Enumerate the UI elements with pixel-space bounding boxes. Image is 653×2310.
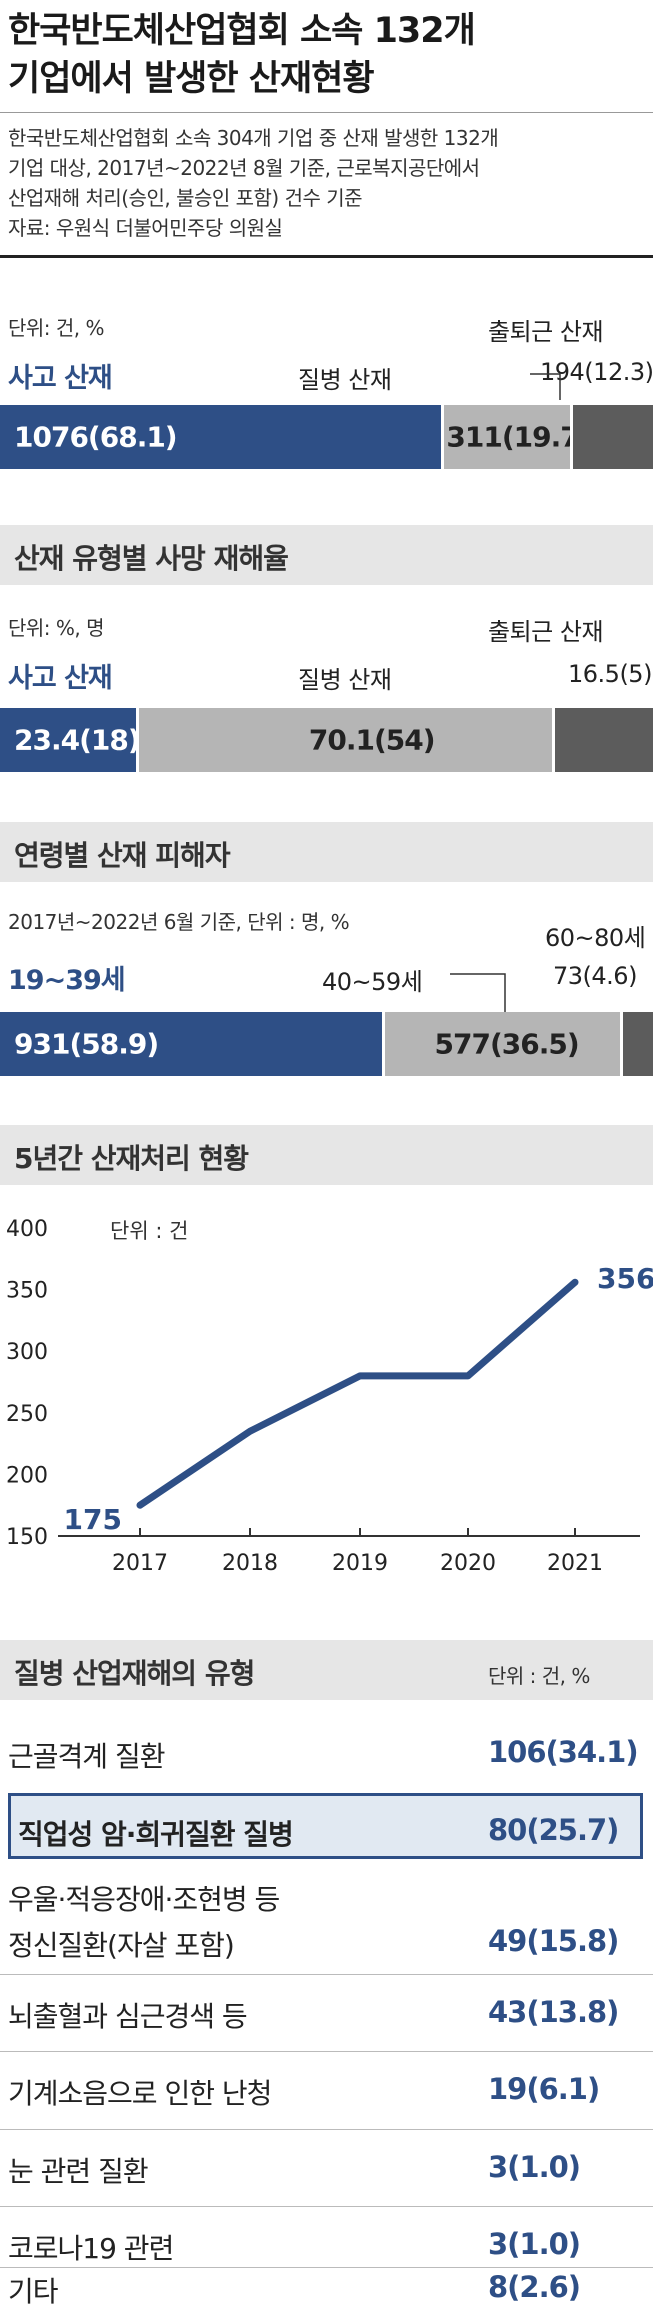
section-band	[0, 1640, 653, 1700]
chart3-cat-0: 19~39세	[8, 965, 126, 996]
bar-segment-0: 931(58.9)	[0, 1012, 385, 1076]
source-line-3: 산업재해 처리(승인, 불승인 포함) 건수 기준	[8, 186, 363, 210]
chart1-cat-0: 사고 산재	[8, 363, 113, 394]
title-line-1: 한국반도체산업협회 소속 132개	[8, 11, 476, 51]
bar-segment-label: 311(19.7)	[446, 420, 569, 454]
y-tick-label: 200	[6, 1463, 48, 1488]
table-row-label: 근골격계 질환	[8, 1740, 165, 1773]
bar-segment-label: 1076(68.1)	[14, 420, 178, 454]
chart4-title: 5년간 산재처리 현황	[14, 1142, 249, 1175]
bar-segment-2	[572, 405, 653, 469]
bar-segment-label: 70.1(54)	[308, 723, 436, 757]
table-row-label: 우울·적응장애·조현병 등	[8, 1883, 280, 1916]
chart1-cat-1: 질병 산재	[298, 366, 392, 394]
chart2-stacked-bar: 23.4(18) 70.1(54)	[0, 708, 653, 772]
table-row-value: 106(34.1)	[488, 1735, 639, 1769]
chart2-cat-2: 출퇴근 산재	[488, 618, 604, 646]
bar-segment-0: 1076(68.1)	[0, 405, 445, 469]
table-row-value: 8(2.6)	[488, 2270, 581, 2304]
table-row-value: 3(1.0)	[488, 2227, 581, 2261]
table-row-label: 기계소음으로 인한 난청	[8, 2077, 272, 2110]
bar-segment-label: 577(36.5)	[434, 1027, 580, 1061]
series-line	[136, 1278, 579, 1509]
chart3-unit: 2017년~2022년 6월 기준, 단위 : 명, %	[8, 910, 350, 934]
y-tick-label: 350	[6, 1279, 48, 1304]
bar-segment-2	[622, 1012, 653, 1076]
y-tick-label: 250	[6, 1402, 48, 1427]
chart1-stacked-bar: 1076(68.1) 311(19.7)	[0, 405, 653, 469]
row-divider	[0, 1974, 653, 1975]
row-divider	[0, 2129, 653, 2130]
chart4-line-chart: 150 200 250 300 350 400 단위 : 건 2017 2018 2019 2020…	[6, 1217, 653, 1576]
chart2-unit: 단위: %, 명	[8, 616, 105, 640]
x-tick-label: 2019	[332, 1551, 388, 1576]
bar-segment-1: 70.1(54)	[138, 708, 556, 772]
data-label: 356	[597, 1262, 653, 1295]
bar-segment-label: 23.4(18)	[14, 723, 139, 757]
chart3-leader-line	[450, 973, 506, 1012]
bar-segment-2	[555, 708, 653, 772]
chart1-leader-line	[530, 373, 561, 400]
table-row-value: 43(13.8)	[488, 1995, 619, 2029]
data-label: 175	[64, 1503, 122, 1536]
table-row-value: 80(25.7)	[488, 1813, 619, 1847]
section-band	[0, 822, 653, 882]
table-unit: 단위 : 건, %	[488, 1664, 590, 1688]
chart1-unit: 단위: 건, %	[8, 316, 105, 340]
row-divider	[0, 2051, 653, 2052]
chart2-cat-1: 질병 산재	[298, 666, 392, 694]
x-tick-label: 2020	[440, 1551, 496, 1576]
source-line-4: 자료: 우원식 더불어민주당 의원실	[8, 216, 283, 240]
y-tick-label: 400	[6, 1217, 48, 1242]
bar-segment-1: 577(36.5)	[384, 1012, 623, 1076]
x-tick-label: 2021	[547, 1551, 603, 1576]
bar-segment-1: 311(19.7)	[444, 405, 573, 469]
title-line-2: 기업에서 발생한 산재현황	[8, 59, 375, 99]
bar-segment-0: 23.4(18)	[0, 708, 139, 772]
table-row-value: 19(6.1)	[488, 2072, 600, 2106]
bar-segment-label: 931(58.9)	[14, 1027, 159, 1061]
table-title: 질병 산업재해의 유형	[14, 1657, 255, 1690]
chart4-unit: 단위 : 건	[110, 1219, 188, 1243]
row-divider	[0, 2206, 653, 2207]
table-row-label: 직업성 암·희귀질환 질병	[18, 1818, 294, 1851]
y-tick-label: 300	[6, 1340, 48, 1365]
y-tick-label: 150	[6, 1525, 48, 1550]
source-line-1: 한국반도체산업협회 소속 304개 기업 중 산재 발생한 132개	[8, 126, 499, 150]
row-divider	[0, 2267, 653, 2268]
chart1-label-2: 194(12.3)	[540, 358, 653, 386]
chart3-title: 연령별 산재 피해자	[14, 839, 231, 872]
section-divider	[0, 255, 653, 258]
chart3-label-2: 73(4.6)	[553, 962, 637, 990]
table-row-label: 기타	[8, 2275, 59, 2308]
chart2-label-2: 16.5(5)	[568, 660, 652, 688]
divider	[0, 112, 653, 113]
x-tick-label: 2017	[112, 1551, 168, 1576]
chart1-cat-2: 출퇴근 산재	[488, 318, 604, 346]
chart2-title: 산재 유형별 사망 재해율	[14, 542, 289, 575]
table-row-value: 3(1.0)	[488, 2150, 581, 2184]
source-line-2: 기업 대상, 2017년~2022년 8월 기준, 근로복지공단에서	[8, 156, 480, 180]
highlight-box	[8, 1793, 643, 1859]
chart3-cat-2: 60~80세	[545, 924, 646, 952]
section-band	[0, 1125, 653, 1185]
table-row-label: 정신질환(자살 포함)	[8, 1929, 235, 1962]
chart3-stacked-bar: 931(58.9) 577(36.5)	[0, 1012, 653, 1076]
x-tick-label: 2018	[222, 1551, 278, 1576]
section-band	[0, 525, 653, 585]
chart3-cat-1: 40~59세	[322, 968, 423, 996]
table-row-label: 눈 관련 질환	[8, 2155, 149, 2188]
table-row-label: 뇌출혈과 심근경색 등	[8, 2000, 248, 2033]
table-row-value: 49(15.8)	[488, 1924, 619, 1958]
table-row-label: 코로나19 관련	[8, 2232, 174, 2265]
chart2-cat-0: 사고 산재	[8, 663, 113, 694]
